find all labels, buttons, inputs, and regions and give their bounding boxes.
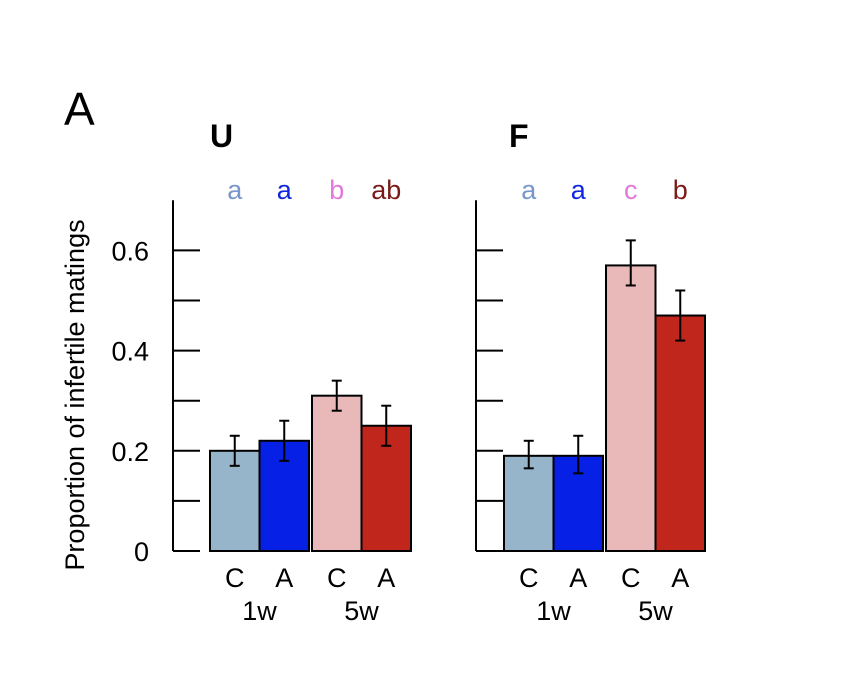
- significance-letter: a: [227, 175, 243, 205]
- category-label: A: [377, 563, 395, 593]
- panel-title: U: [210, 118, 233, 154]
- panel-title: F: [509, 118, 529, 154]
- category-label: C: [327, 563, 347, 593]
- category-label: C: [519, 563, 539, 593]
- category-label: C: [225, 563, 245, 593]
- category-label: C: [621, 563, 641, 593]
- category-label: A: [671, 563, 689, 593]
- significance-letter: a: [521, 175, 537, 205]
- significance-letter: b: [673, 175, 688, 205]
- significance-letter: a: [571, 175, 587, 205]
- bar: [605, 264, 657, 552]
- category-label: A: [275, 563, 293, 593]
- y-tick-label: 0: [134, 537, 149, 567]
- bar: [654, 314, 706, 552]
- significance-letter: a: [277, 175, 293, 205]
- significance-letter: ab: [371, 175, 401, 205]
- group-label: 5w: [344, 596, 379, 626]
- y-tick-label: 0.4: [111, 337, 149, 367]
- bar: [311, 394, 363, 552]
- bar: [209, 449, 261, 552]
- significance-letter: b: [329, 175, 344, 205]
- y-tick-label: 0.6: [111, 236, 149, 266]
- panel-letter: A: [64, 83, 95, 135]
- group-label: 1w: [536, 596, 571, 626]
- significance-letter: c: [624, 175, 638, 205]
- category-label: A: [569, 563, 587, 593]
- group-label: 5w: [638, 596, 673, 626]
- bar: [503, 454, 555, 552]
- group-label: 1w: [242, 596, 277, 626]
- y-axis-label: Proportion of infertile matings: [60, 219, 90, 570]
- y-tick-label: 0.2: [111, 437, 149, 467]
